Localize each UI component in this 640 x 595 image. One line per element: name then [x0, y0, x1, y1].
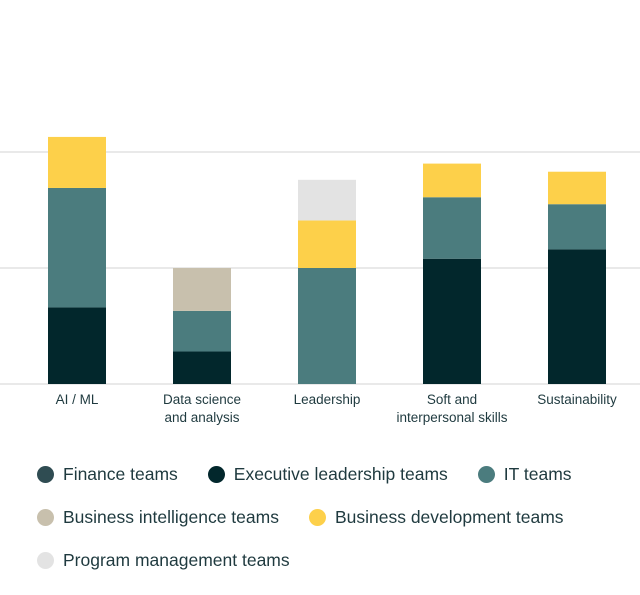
x-tick-label: interpersonal skills: [396, 410, 507, 425]
x-tick-label: and analysis: [164, 410, 239, 425]
legend-swatch-icon: [37, 466, 54, 483]
legend-item: Finance teams: [37, 462, 178, 487]
x-tick-label: Sustainability: [537, 392, 617, 407]
bar-segment: [423, 163, 481, 198]
legend-item: Business intelligence teams: [37, 505, 279, 530]
bar-segment: [548, 204, 606, 250]
legend-label: IT teams: [503, 464, 572, 484]
legend-label: Finance teams: [63, 464, 178, 484]
bar-segment: [48, 136, 106, 188]
legend-swatch-icon: [207, 466, 225, 483]
legend-item: Executive leadership teams: [207, 462, 448, 487]
bar-segment: [423, 197, 481, 259]
legend-swatch-icon: [37, 509, 54, 526]
bar-segment: [298, 179, 356, 221]
bar-segment: [48, 187, 106, 308]
legend: Finance teams Executive leadership teams I…: [37, 462, 637, 573]
legend-item: Business development teams: [308, 505, 564, 530]
legend-item: IT teams: [477, 462, 572, 487]
bar-segment: [298, 220, 356, 268]
legend-swatch-icon: [308, 509, 326, 526]
legend-label: Executive leadership teams: [233, 464, 448, 484]
x-tick-label: Data science: [163, 392, 241, 407]
bar-segment: [173, 310, 231, 352]
stacked-bar-chart: AI / ML Data science and analysis Leadershi…: [0, 136, 640, 425]
legend-label: Business intelligence teams: [63, 507, 279, 527]
legend-label: Business development teams: [334, 507, 564, 527]
bar-segment: [423, 258, 481, 384]
legend-item: Program management teams: [37, 548, 290, 573]
legend-swatch-icon: [37, 552, 54, 569]
bar-segment: [548, 171, 606, 205]
bar-segment: [548, 249, 606, 384]
bar-segment: [48, 307, 106, 384]
x-tick-label: Leadership: [294, 392, 361, 407]
x-tick-label: AI / ML: [56, 392, 99, 407]
legend-label: Program management teams: [63, 550, 290, 570]
x-tick-label: Soft and: [427, 392, 477, 407]
bar-segment: [173, 268, 231, 311]
bar-segment: [298, 268, 356, 384]
legend-swatch-icon: [477, 466, 495, 483]
bar-segment: [173, 351, 231, 384]
